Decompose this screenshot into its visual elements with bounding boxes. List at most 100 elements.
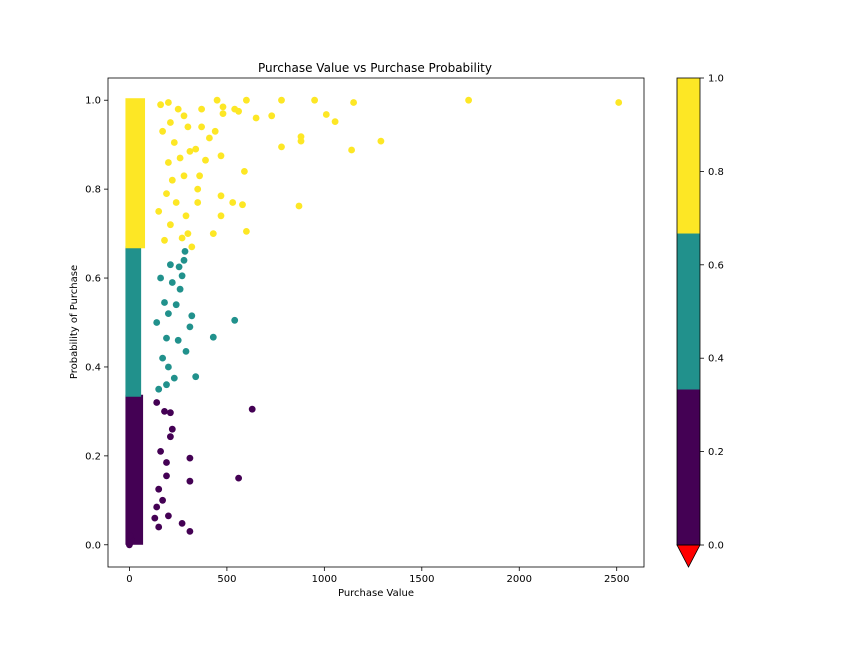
colorbar-segment-0 — [677, 389, 700, 545]
y-tick-label: 0.6 — [85, 274, 101, 285]
scatter-point — [219, 103, 227, 111]
scatter-point — [331, 118, 339, 125]
scatter-point — [153, 503, 161, 511]
scatter-point — [465, 96, 472, 104]
scatter-point — [174, 105, 182, 113]
scatter-point — [184, 123, 192, 131]
scatter-point — [231, 105, 239, 113]
scatter-point — [170, 139, 178, 146]
scatter-point — [178, 520, 186, 527]
scatter-point — [322, 111, 330, 118]
x-tick-label: 0 — [126, 574, 132, 585]
scatter-point — [217, 192, 225, 200]
colorbar-segment-1 — [677, 233, 700, 390]
scatter-point — [248, 405, 256, 413]
scatter-point — [155, 385, 163, 393]
y-tick-label: 0.2 — [85, 451, 101, 462]
x-tick-label: 2000 — [507, 574, 532, 585]
scatter-point — [165, 99, 172, 106]
x-axis: 0 500 1000 1500 2000 2500 — [126, 567, 629, 585]
scatter-point — [176, 154, 184, 162]
scatter-point — [159, 354, 167, 362]
scatter-point — [163, 334, 170, 342]
y-tick-label: 1.0 — [85, 96, 101, 107]
chart-title: Purchase Value vs Purchase Probability — [258, 61, 492, 75]
scatter-point — [243, 96, 250, 104]
scatter-point — [186, 528, 194, 535]
colorbar-tick-label: 0.8 — [708, 167, 724, 178]
scatter-point — [180, 112, 188, 120]
scatter-point — [196, 172, 204, 180]
y-axis: 0.0 0.2 0.4 0.6 0.8 1.0 — [85, 96, 108, 551]
scatter-point — [178, 272, 186, 280]
x-tick-label: 1000 — [312, 574, 337, 585]
scatter-point — [178, 234, 186, 242]
scatter-point — [180, 172, 188, 180]
scatter-point — [188, 312, 196, 320]
scatter-point — [217, 212, 225, 220]
scatter-point — [167, 119, 174, 126]
scatter-point — [243, 228, 250, 235]
scatter-point — [213, 96, 221, 104]
scatter-point — [155, 485, 163, 493]
scatter-point — [182, 348, 190, 355]
x-tick-label: 1500 — [409, 574, 434, 585]
scatter-point — [180, 256, 188, 264]
plot-frame — [107, 77, 645, 568]
scatter-point — [165, 310, 172, 317]
scatter-point — [165, 159, 172, 166]
scatter-point — [239, 201, 246, 209]
scatter-point — [157, 101, 165, 109]
x-tick-label: 2500 — [604, 574, 629, 585]
scatter-point — [252, 114, 260, 122]
scatter-point — [151, 514, 159, 522]
scatter-points — [125, 96, 623, 549]
scatter-point — [231, 316, 239, 324]
scatter-point — [211, 127, 219, 135]
scatter-point — [202, 156, 209, 164]
scatter-point — [297, 133, 305, 141]
scatter-point — [157, 448, 165, 455]
scatter-point — [194, 185, 202, 193]
scatter-point — [377, 137, 385, 145]
y-axis-label: Probability of Purchase — [69, 265, 80, 379]
scatter-point — [161, 408, 168, 415]
scatter-point — [198, 105, 206, 113]
x-tick-label: 500 — [217, 574, 236, 585]
colorbar-tick-label: 0.6 — [708, 260, 724, 271]
scatter-point — [155, 523, 163, 531]
scatter-point — [348, 146, 355, 154]
scatter-point — [168, 425, 176, 433]
scatter-point — [155, 208, 163, 215]
dense-band-0 — [125, 394, 144, 545]
scatter-point — [163, 190, 170, 198]
plot-area: 0 500 1000 1500 2000 2500 0.00.20.40.60.81.0 … — [69, 77, 645, 599]
dense-point-bands — [125, 98, 146, 545]
scatter-point — [311, 96, 318, 104]
scatter-point — [206, 134, 213, 142]
scatter-point — [278, 143, 285, 151]
scatter-point — [350, 99, 357, 106]
y-tick-label: 0.0 — [85, 540, 101, 551]
colorbar-tick-label: 0.4 — [708, 354, 724, 365]
scatter-point — [268, 112, 276, 120]
colorbar: 0.0 0.2 0.4 0.6 0.8 1.0 — [676, 74, 724, 568]
scatter-point — [172, 301, 180, 309]
scatter-point — [194, 199, 202, 206]
scatter-point — [217, 152, 225, 160]
scatter-point — [295, 202, 303, 210]
scatter-point — [278, 96, 285, 104]
scatter-point — [186, 477, 194, 485]
scatter-point — [181, 248, 189, 255]
colorbar-tick-label: 1.0 — [708, 74, 724, 85]
scatter-point — [235, 474, 243, 482]
scatter-point — [157, 274, 165, 282]
scatter-point — [615, 99, 623, 106]
scatter-point — [188, 243, 196, 251]
scatter-point — [165, 363, 172, 371]
scatter-point — [167, 433, 174, 441]
scatter-point — [186, 148, 194, 155]
scatter-point — [198, 123, 206, 131]
scatter-point — [126, 532, 134, 540]
